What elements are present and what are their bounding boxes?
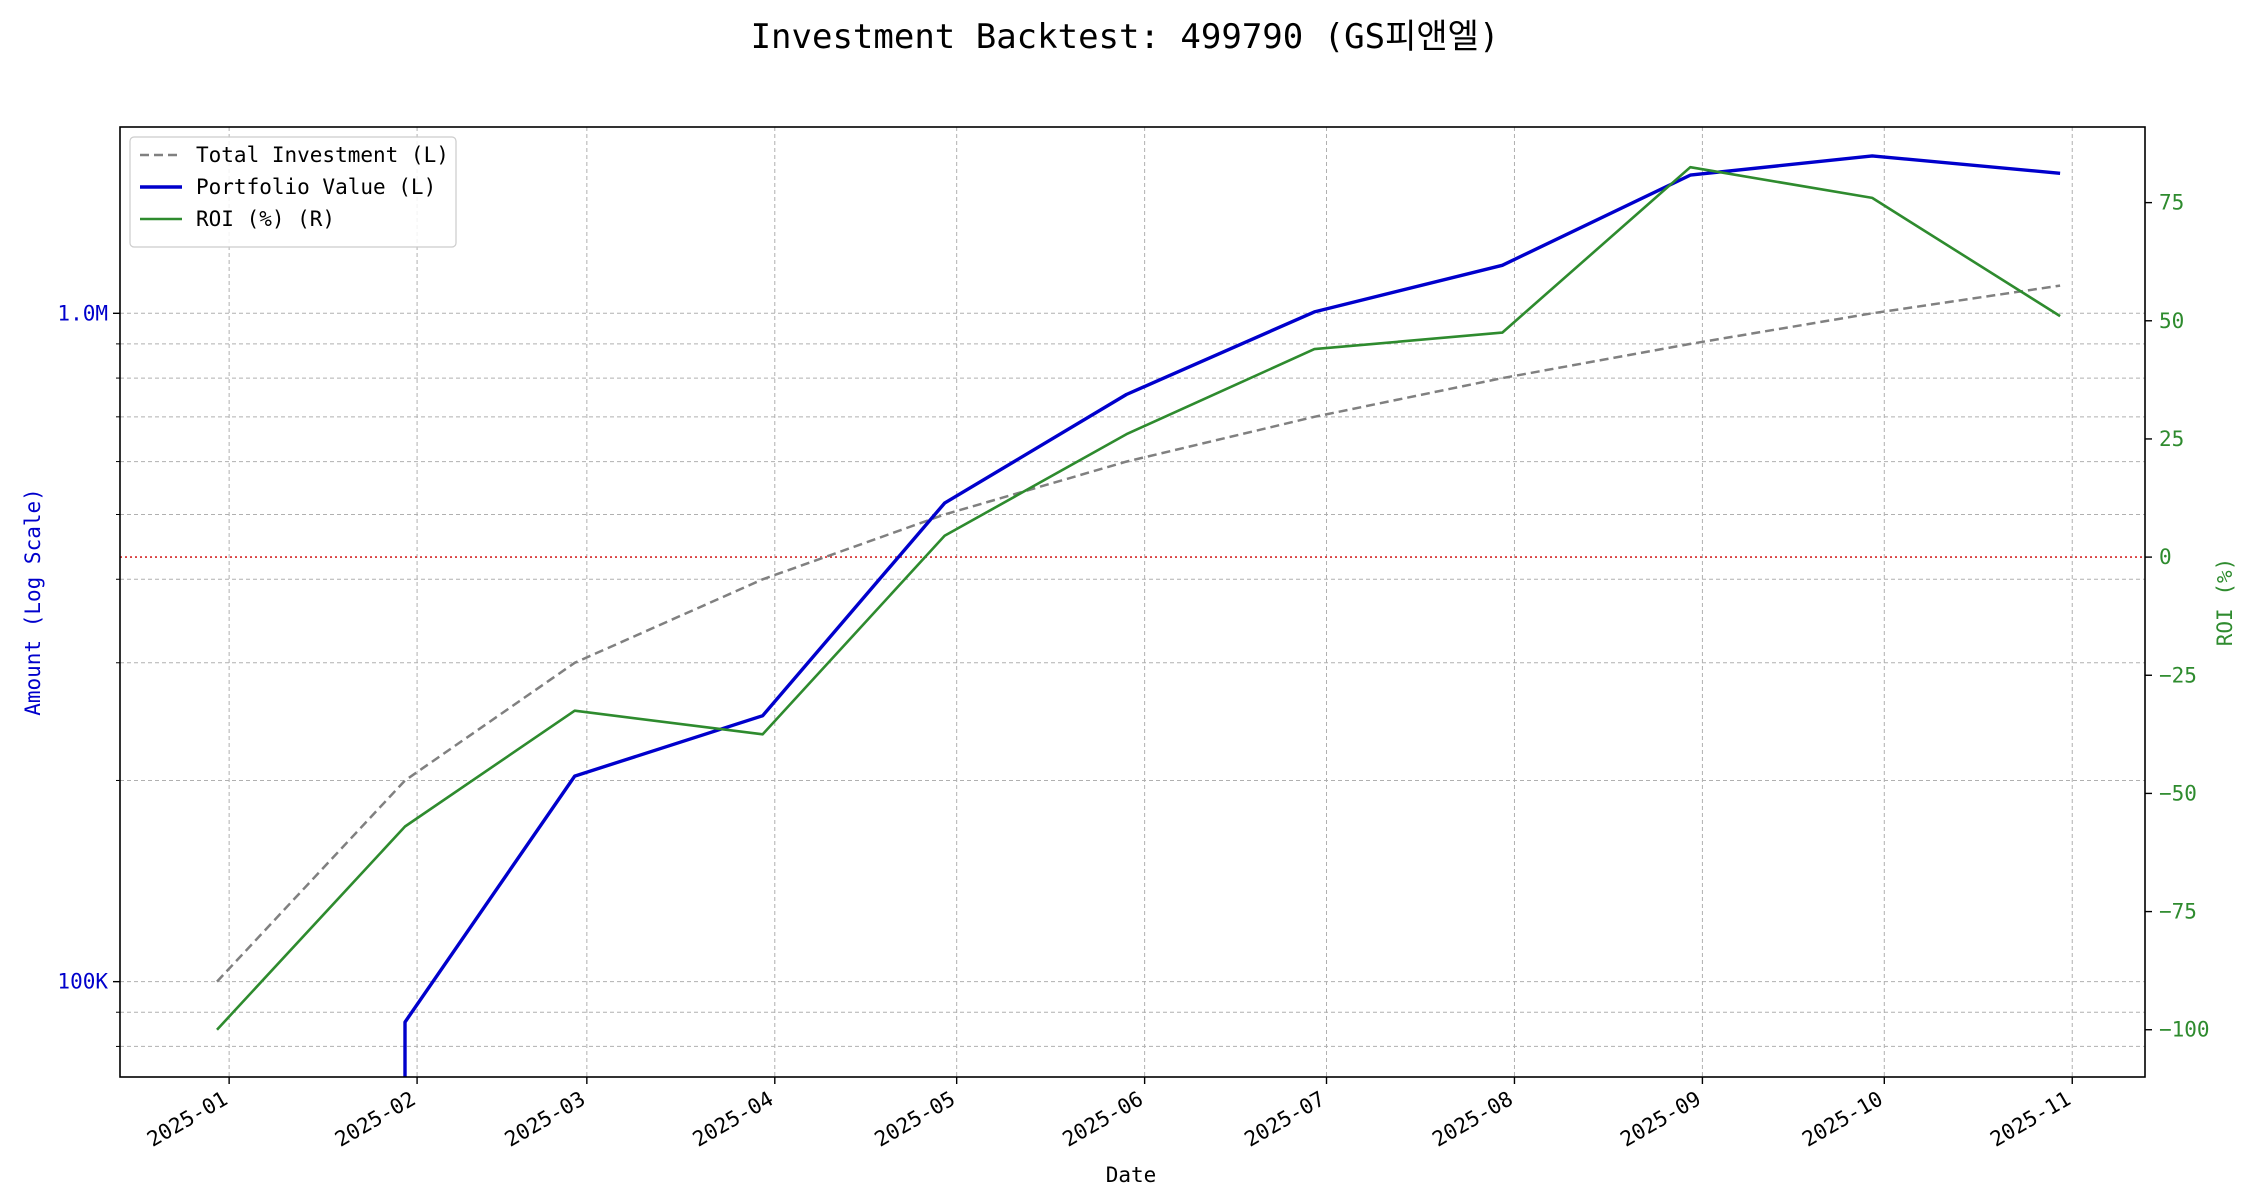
- right-axis-label: ROI (%): [2213, 558, 2237, 647]
- left-axis: 100K 1.0M: [57, 301, 120, 1047]
- x-axis: 2025-01 2025-02 2025-03 2025-04 2025-05 2025-…: [143, 1077, 2075, 1152]
- legend: Total Investment (L) Portfolio Value (L) R…: [129, 136, 457, 248]
- x-tick-label-2025-10: 2025-10: [1798, 1087, 1887, 1152]
- x-tick-label-2025-02: 2025-02: [331, 1087, 420, 1152]
- x-tick-label-2025-11: 2025-11: [1986, 1087, 2075, 1152]
- left-tick-label: 100K: [57, 970, 108, 994]
- x-tick-label-2025-05: 2025-05: [871, 1087, 960, 1152]
- x-tick-label-2025-04: 2025-04: [689, 1087, 778, 1152]
- plot-frame: [119, 126, 2146, 1078]
- x-tick-label-2025-06: 2025-06: [1058, 1087, 1147, 1152]
- series-line-total-investment-l: [216, 284, 2061, 983]
- x-tick-label-2025-03: 2025-03: [501, 1087, 590, 1152]
- chart-title: Investment Backtest: 499790 (GS피앤엘): [751, 17, 1500, 57]
- legend-label-roi-r: ROI (%) (R): [196, 207, 335, 231]
- left-tick-label: 1.0M: [57, 301, 108, 325]
- series-line-roi-r: [216, 165, 2061, 1031]
- grid: [120, 127, 2145, 1077]
- right-tick-label: 25: [2159, 427, 2184, 451]
- legend-label-total-investment-l: Total Investment (L): [196, 143, 449, 167]
- left-axis-label: Amount (Log Scale): [21, 488, 45, 716]
- x-tick-label-2025-01: 2025-01: [143, 1087, 232, 1152]
- legend-label-portfolio-value-l: Portfolio Value (L): [196, 175, 436, 199]
- right-tick-label: 0: [2159, 545, 2172, 569]
- right-tick-label: −100: [2159, 1018, 2210, 1042]
- legend-box: [129, 136, 457, 248]
- right-tick-label: −50: [2159, 781, 2197, 805]
- series-group: [216, 154, 2061, 1077]
- x-tick-label-2025-08: 2025-08: [1428, 1087, 1517, 1152]
- right-axis: −100 −75 −50 −25 0 25 50 75: [2145, 191, 2210, 1042]
- x-axis-label: Date: [1106, 1163, 1157, 1187]
- x-tick-label-2025-09: 2025-09: [1616, 1087, 1705, 1152]
- right-tick-label: −25: [2159, 663, 2197, 687]
- right-tick-label: 50: [2159, 309, 2184, 333]
- right-tick-label: −75: [2159, 900, 2197, 924]
- right-tick-label: 75: [2159, 191, 2184, 215]
- series-line-portfolio-value-l: [403, 154, 2061, 1077]
- x-tick-label-2025-07: 2025-07: [1240, 1087, 1329, 1152]
